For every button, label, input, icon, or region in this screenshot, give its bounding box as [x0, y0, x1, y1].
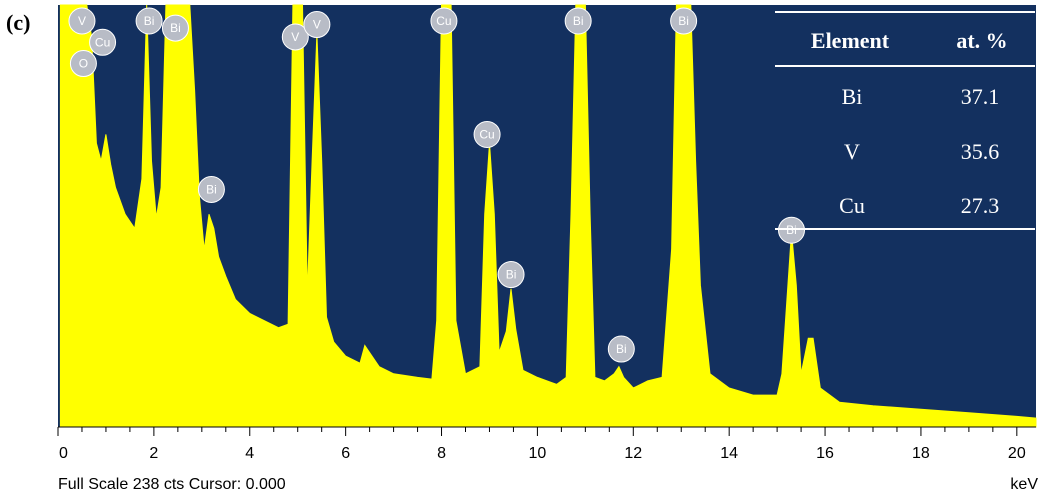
- peak-marker-circle: [497, 261, 525, 289]
- table-row-v-value: 35.6: [961, 139, 1000, 164]
- peak-marker-bi: Bi: [607, 335, 635, 363]
- composition-table: Element at. % Bi 37.1 V 35.6 Cu 27.3: [775, 11, 1035, 230]
- peak-marker-circle: [670, 7, 698, 35]
- peak-marker-label: Cu: [95, 35, 110, 49]
- peak-marker-label: Bi: [206, 182, 217, 196]
- panel-label: (c): [6, 10, 30, 35]
- peak-marker-circle: [197, 175, 225, 203]
- peak-marker-cu: Cu: [473, 120, 501, 148]
- peak-marker-label: Bi: [616, 342, 627, 356]
- x-tick-label: 18: [912, 445, 930, 462]
- table-row-bi-value: 37.1: [961, 84, 1000, 109]
- peak-marker-circle: [68, 7, 96, 35]
- peak-marker-bi: Bi: [135, 7, 163, 35]
- peak-marker-label: V: [78, 14, 86, 28]
- peak-marker-circle: [564, 7, 592, 35]
- peak-marker-label: Bi: [678, 14, 689, 28]
- x-tick-label: 2: [149, 445, 158, 462]
- peak-marker-circle: [303, 11, 331, 39]
- peak-marker-v: V: [303, 11, 331, 39]
- table-row-bi-element: Bi: [842, 84, 863, 109]
- x-tick-label: 12: [624, 445, 642, 462]
- peak-marker-label: Bi: [573, 14, 584, 28]
- peak-marker-bi: Bi: [161, 14, 189, 42]
- spectrum-layer: [59, 4, 1037, 428]
- peak-marker-bi: Bi: [197, 175, 225, 203]
- status-full-scale: Full Scale 238 cts Cursor: 0.000: [58, 476, 286, 493]
- table-row-cu-element: Cu: [839, 193, 865, 218]
- peak-marker-circle: [430, 7, 458, 35]
- x-tick-label: 6: [341, 445, 350, 462]
- peak-marker-circle: [89, 28, 117, 56]
- table-header-element: Element: [811, 28, 890, 53]
- x-tick-label: 8: [437, 445, 446, 462]
- peak-marker-bi: Bi: [564, 7, 592, 35]
- peak-marker-circle: [135, 7, 163, 35]
- peak-marker-cu: Cu: [430, 7, 458, 35]
- table-row-cu-value: 27.3: [961, 193, 1000, 218]
- x-tick-label: 10: [529, 445, 547, 462]
- peak-marker-label: O: [79, 57, 88, 71]
- peak-marker-circle: [778, 216, 805, 244]
- peak-marker-bi: Bi: [497, 261, 525, 289]
- peak-marker-bi: Bi: [778, 216, 805, 244]
- peak-marker-label: Cu: [479, 127, 494, 141]
- table-header-percent: at. %: [956, 28, 1007, 53]
- peak-marker-label: V: [291, 30, 299, 44]
- peak-marker-label: Cu: [436, 14, 451, 28]
- peak-marker-v: V: [281, 23, 309, 51]
- peak-marker-label: Bi: [170, 21, 181, 35]
- x-tick-label: 14: [720, 445, 738, 462]
- peak-marker-label: Bi: [506, 268, 517, 282]
- spectrum-area: [59, 4, 1037, 428]
- peak-marker-o: O: [69, 50, 97, 78]
- peak-marker-circle: [607, 335, 635, 363]
- x-tick-label: 16: [816, 445, 834, 462]
- peak-marker-circle: [69, 50, 97, 78]
- peak-marker-label: Bi: [144, 14, 155, 28]
- x-axis-unit: keV: [1010, 476, 1038, 493]
- x-tick-label: 20: [1008, 445, 1026, 462]
- peak-marker-cu: Cu: [89, 28, 117, 56]
- peak-marker-circle: [473, 120, 501, 148]
- table-row-v-element: V: [844, 139, 860, 164]
- x-axis: 0 2 4 6 8 10 12 14 16 18 20: [57, 426, 1036, 462]
- peak-marker-label: Bi: [786, 223, 797, 237]
- peak-marker-circle: [161, 14, 189, 42]
- x-tick-label: 0: [59, 445, 68, 462]
- peak-marker-label: V: [313, 18, 321, 32]
- x-tick-label: 4: [245, 445, 254, 462]
- peak-marker-bi: Bi: [670, 7, 698, 35]
- peak-marker-circle: [281, 23, 309, 51]
- peak-marker-v: V: [68, 7, 96, 35]
